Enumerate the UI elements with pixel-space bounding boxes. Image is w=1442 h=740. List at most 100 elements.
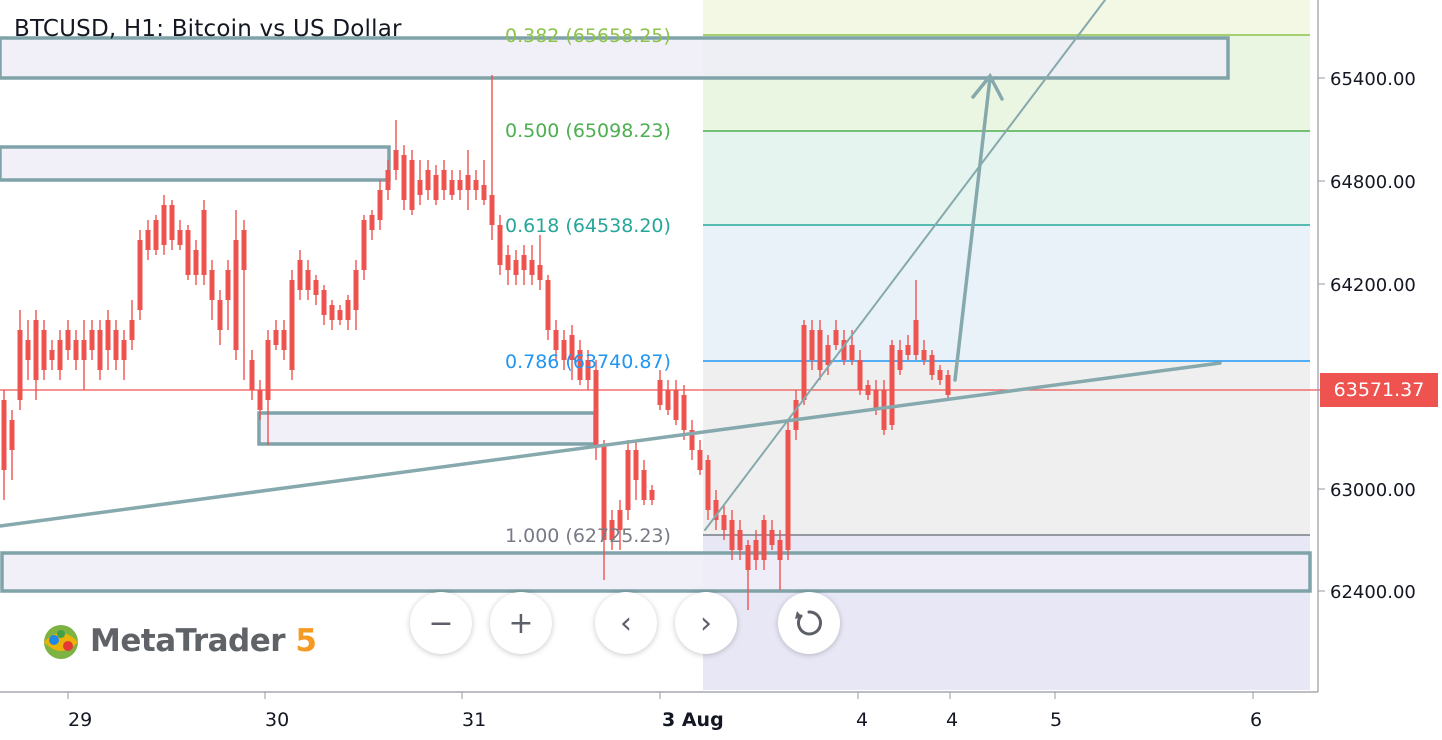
candle-body xyxy=(945,375,951,395)
candle-body xyxy=(433,175,439,200)
reset-chart-button[interactable] xyxy=(778,592,840,654)
candle-body xyxy=(249,360,255,390)
candle-body xyxy=(753,540,759,560)
candle-body xyxy=(425,170,431,190)
candle-body xyxy=(361,220,367,270)
candle-body xyxy=(137,240,143,310)
candle-body xyxy=(617,510,623,530)
candle-body xyxy=(345,300,351,320)
candle-body xyxy=(65,330,71,350)
candle-body xyxy=(225,270,231,300)
candle-body xyxy=(609,520,615,540)
plus-icon: + xyxy=(508,605,534,641)
candle-body xyxy=(289,280,295,370)
zoom-out-button[interactable]: − xyxy=(410,592,472,654)
candle-body xyxy=(209,270,215,300)
price-tick: 62400.00 xyxy=(1330,582,1416,603)
candle-body xyxy=(633,450,639,480)
candle-body xyxy=(153,220,159,250)
zoom-in-button[interactable]: + xyxy=(490,592,552,654)
fib-label-0500: 0.500 (65098.23) xyxy=(505,120,671,142)
candle-body xyxy=(457,180,463,190)
trend-lines[interactable] xyxy=(0,0,1222,531)
candle-body xyxy=(721,515,727,530)
candle-body xyxy=(417,180,423,195)
time-tick: 5 xyxy=(1050,709,1062,731)
price-zones[interactable] xyxy=(0,36,1312,593)
candle-body xyxy=(569,335,575,360)
candle-body xyxy=(217,300,223,330)
candle-body xyxy=(713,500,719,520)
scroll-left-button[interactable]: ‹ xyxy=(595,592,657,654)
candle-body xyxy=(89,330,95,350)
price-axis[interactable]: 65400.00 64800.00 64200.00 63000.00 6240… xyxy=(1318,69,1416,603)
fib-label-1000: 1.000 (62725.23) xyxy=(505,525,671,547)
candle-body xyxy=(449,180,455,195)
price-tick: 63000.00 xyxy=(1330,480,1416,501)
candle-body xyxy=(393,150,399,170)
time-tick: 6 xyxy=(1250,709,1262,731)
candle-body xyxy=(353,270,359,310)
time-tick: 4 xyxy=(946,709,958,731)
candle-body xyxy=(601,445,607,540)
candle-body xyxy=(729,520,735,550)
candle-body xyxy=(401,155,407,200)
candle-body xyxy=(129,320,135,340)
candle-body xyxy=(641,470,647,500)
metatrader-logo-text: MetaTrader 5 xyxy=(90,623,317,659)
candle-body xyxy=(281,330,287,350)
candle-body xyxy=(929,355,935,375)
candle-body xyxy=(193,250,199,275)
candle-body xyxy=(385,170,391,190)
candle-body xyxy=(81,340,87,360)
candle-body xyxy=(625,450,631,510)
time-tick: 3 Aug xyxy=(662,709,724,731)
candle-body xyxy=(369,215,375,230)
time-tick: 29 xyxy=(68,709,92,731)
candle-body xyxy=(537,265,543,280)
candle-body xyxy=(785,430,791,550)
candle-body xyxy=(833,330,839,345)
time-axis[interactable]: 29 30 31 3 Aug 4 4 5 6 xyxy=(67,692,1262,731)
candle-body xyxy=(337,310,343,320)
candle-body xyxy=(121,340,127,360)
candle-body xyxy=(521,255,527,270)
time-tick: 4 xyxy=(856,709,868,731)
candle-body xyxy=(553,330,559,350)
candle-body xyxy=(657,380,663,405)
candle-body xyxy=(817,330,823,370)
current-price-badge: 63571.37 xyxy=(1320,373,1438,407)
candle-body xyxy=(513,260,519,275)
candle-body xyxy=(697,450,703,470)
candle-body xyxy=(177,230,183,245)
price-tick: 64200.00 xyxy=(1330,275,1416,296)
candle-body xyxy=(25,340,31,360)
logo-version: 5 xyxy=(295,623,317,659)
candle-body xyxy=(857,360,863,390)
logo-name: MetaTrader xyxy=(90,623,286,659)
candle-body xyxy=(745,545,751,570)
candle-body xyxy=(529,260,535,275)
fib-labels: 0.382 (65658.25) 0.500 (65098.23) 0.618 … xyxy=(505,25,671,547)
candle-body xyxy=(889,345,895,425)
zone-middle xyxy=(257,411,597,446)
candle-body xyxy=(649,490,655,500)
candle-body xyxy=(825,345,831,365)
candle-body xyxy=(161,205,167,245)
candle-body xyxy=(305,270,311,290)
fib-label-0618: 0.618 (64538.20) xyxy=(505,215,671,237)
candle-body xyxy=(561,340,567,360)
candle-body xyxy=(321,290,327,315)
candle-body xyxy=(769,530,775,545)
metatrader-logo-icon xyxy=(44,625,78,659)
scroll-right-button[interactable]: › xyxy=(675,592,737,654)
candle-body xyxy=(593,370,599,445)
candle-body xyxy=(265,340,271,400)
candle-body xyxy=(313,280,319,295)
candle-body xyxy=(33,320,39,380)
candle-body xyxy=(809,330,815,360)
candle-body xyxy=(57,340,63,370)
candle-body xyxy=(761,520,767,560)
candle-body xyxy=(841,340,847,360)
